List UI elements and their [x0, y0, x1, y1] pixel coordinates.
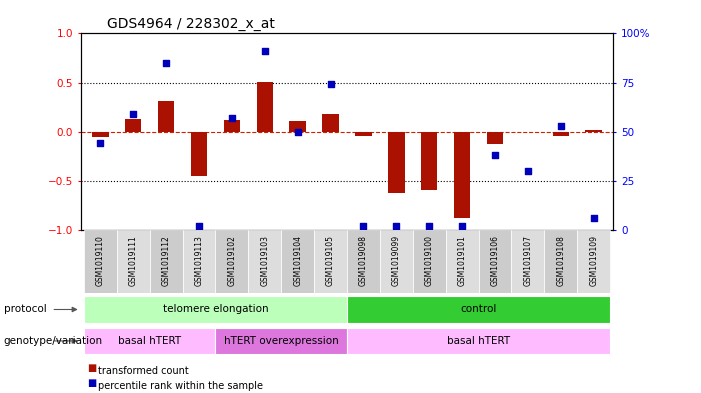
Point	[358, 223, 369, 229]
Bar	[182, 230, 215, 293]
Text: basal hTERT: basal hTERT	[447, 336, 510, 346]
Bar	[347, 328, 610, 354]
Text: GSM1019101: GSM1019101	[458, 235, 467, 286]
Bar	[322, 114, 339, 132]
Bar	[347, 296, 610, 323]
Bar	[577, 230, 610, 293]
Point	[588, 215, 599, 221]
Text: GSM1019102: GSM1019102	[227, 235, 236, 286]
Point	[128, 111, 139, 117]
Text: GSM1019107: GSM1019107	[524, 235, 532, 286]
Text: protocol: protocol	[4, 304, 46, 314]
Text: ■: ■	[88, 378, 100, 388]
Bar	[486, 132, 503, 144]
Bar	[150, 230, 182, 293]
Text: GSM1019109: GSM1019109	[589, 235, 598, 286]
Point	[522, 168, 533, 174]
Point	[423, 223, 435, 229]
Text: GSM1019113: GSM1019113	[194, 235, 203, 286]
Bar	[215, 230, 248, 293]
Text: GSM1019108: GSM1019108	[557, 235, 565, 286]
Point	[161, 60, 172, 66]
Text: GSM1019111: GSM1019111	[129, 235, 137, 286]
Bar	[446, 230, 479, 293]
Bar	[125, 119, 142, 132]
Bar	[347, 230, 380, 293]
Point	[325, 81, 336, 88]
Bar	[224, 120, 240, 132]
Bar	[479, 230, 512, 293]
Bar	[314, 230, 347, 293]
Text: GSM1019106: GSM1019106	[491, 235, 500, 286]
Bar	[552, 132, 569, 136]
Bar	[290, 121, 306, 132]
Bar	[84, 230, 117, 293]
Text: GSM1019104: GSM1019104	[293, 235, 302, 286]
Bar	[215, 328, 347, 354]
Bar	[191, 132, 207, 176]
Bar	[257, 81, 273, 132]
Text: GSM1019098: GSM1019098	[359, 235, 368, 286]
Text: percentile rank within the sample: percentile rank within the sample	[98, 381, 263, 391]
Text: GSM1019110: GSM1019110	[96, 235, 105, 286]
Bar	[281, 230, 314, 293]
Point	[555, 123, 566, 129]
Text: hTERT overexpression: hTERT overexpression	[224, 336, 339, 346]
Bar	[413, 230, 446, 293]
Text: GSM1019105: GSM1019105	[326, 235, 335, 286]
Point	[292, 129, 304, 135]
Point	[193, 223, 205, 229]
Bar	[421, 132, 437, 189]
Bar	[544, 230, 577, 293]
Point	[226, 115, 238, 121]
Text: GSM1019112: GSM1019112	[162, 235, 170, 286]
Bar	[585, 130, 602, 132]
Bar	[84, 328, 215, 354]
Text: telomere elongation: telomere elongation	[163, 305, 268, 314]
Bar	[248, 230, 281, 293]
Bar	[355, 132, 372, 136]
Point	[259, 48, 271, 54]
Text: GSM1019100: GSM1019100	[425, 235, 434, 286]
Bar	[380, 230, 413, 293]
Bar	[117, 230, 150, 293]
Text: transformed count: transformed count	[98, 366, 189, 376]
Point	[390, 223, 402, 229]
Bar	[158, 101, 175, 132]
Bar	[388, 132, 404, 193]
Point	[489, 152, 501, 158]
Bar	[512, 230, 544, 293]
Text: genotype/variation: genotype/variation	[4, 336, 102, 346]
Point	[95, 140, 106, 147]
Bar	[84, 296, 347, 323]
Bar	[92, 132, 109, 136]
Point	[456, 223, 468, 229]
Text: GSM1019099: GSM1019099	[392, 235, 401, 286]
Text: control: control	[461, 305, 497, 314]
Text: GSM1019103: GSM1019103	[260, 235, 269, 286]
Bar	[454, 132, 470, 218]
Text: ■: ■	[88, 364, 100, 373]
Text: basal hTERT: basal hTERT	[118, 336, 182, 346]
Text: GDS4964 / 228302_x_at: GDS4964 / 228302_x_at	[107, 17, 275, 31]
